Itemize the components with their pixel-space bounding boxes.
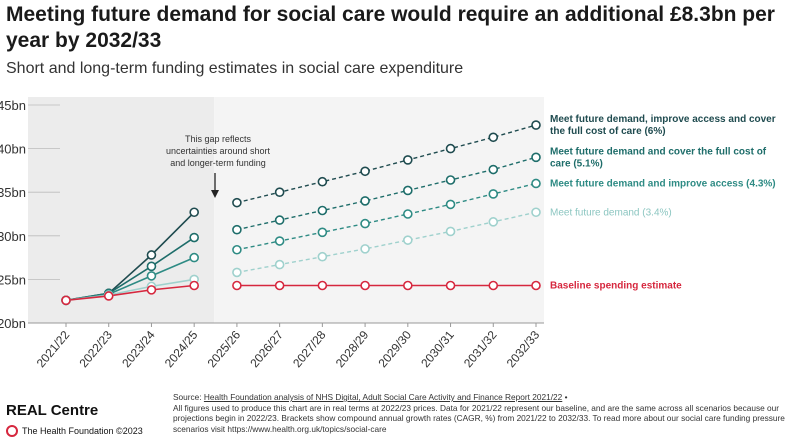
data-point bbox=[274, 259, 285, 270]
data-point bbox=[488, 217, 499, 227]
data-point bbox=[232, 197, 242, 208]
series-label: Meet future demand and cover the full co… bbox=[550, 146, 767, 157]
data-point bbox=[232, 280, 242, 291]
annotation-line: and longer-term funding bbox=[170, 158, 266, 168]
data-point bbox=[317, 227, 328, 238]
source-link[interactable]: Health Foundation analysis of NHS Digita… bbox=[203, 392, 563, 402]
series-line-long-term bbox=[236, 211, 537, 274]
ring-logo-icon bbox=[6, 425, 18, 437]
data-point bbox=[531, 120, 541, 130]
y-tick-label: £45bn bbox=[0, 98, 26, 113]
funding-line-chart: £20bn£25bn£30bn£35bn£40bn£45bn2021/22202… bbox=[0, 97, 776, 370]
org-name: The Health Foundation ©2023 bbox=[22, 426, 143, 436]
annotation-line: uncertainties around short bbox=[166, 146, 271, 156]
data-point bbox=[274, 187, 285, 197]
source-suffix: • bbox=[562, 392, 568, 402]
x-tick-label: 2024/25 bbox=[162, 328, 201, 370]
x-tick-label: 2028/29 bbox=[333, 328, 372, 370]
data-point bbox=[146, 285, 157, 295]
data-point bbox=[146, 250, 157, 260]
data-point bbox=[360, 196, 370, 206]
x-tick-label: 2023/24 bbox=[119, 328, 158, 370]
x-tick-label: 2030/31 bbox=[418, 328, 457, 370]
page-subtitle: Short and long-term funding estimates in… bbox=[6, 60, 464, 77]
org-line: The Health Foundation ©2023 bbox=[6, 425, 143, 437]
source-prefix: Source: bbox=[173, 392, 204, 402]
data-point bbox=[232, 224, 242, 235]
series-line-long-term bbox=[236, 124, 537, 204]
data-point bbox=[317, 176, 328, 187]
brand-name: REAL Centre bbox=[6, 402, 99, 419]
data-point bbox=[232, 244, 242, 255]
y-tick-label: £20bn bbox=[0, 316, 26, 331]
series-line-long-term bbox=[236, 182, 537, 251]
y-tick-label: £35bn bbox=[0, 185, 26, 200]
data-point bbox=[488, 164, 499, 175]
series-label: care (5.1%) bbox=[550, 158, 603, 169]
x-tick-label: 2027/28 bbox=[290, 328, 329, 370]
x-tick-label: 2025/26 bbox=[205, 328, 244, 370]
data-point bbox=[274, 236, 285, 246]
data-point bbox=[274, 280, 285, 291]
data-point bbox=[189, 280, 199, 291]
data-point bbox=[103, 291, 114, 301]
data-point bbox=[360, 244, 370, 254]
data-point bbox=[403, 209, 413, 219]
series-label: Meet future demand (3.4%) bbox=[550, 207, 672, 218]
data-point bbox=[445, 199, 456, 210]
data-point bbox=[317, 251, 328, 262]
data-point bbox=[189, 207, 199, 218]
y-tick-label: £40bn bbox=[0, 142, 26, 157]
series-label: the full cost of care (6%) bbox=[550, 126, 666, 137]
page-title: Meeting future demand for social care wo… bbox=[6, 3, 775, 52]
data-point bbox=[445, 143, 456, 154]
series-line-short-term bbox=[65, 284, 195, 302]
x-tick-label: 2026/27 bbox=[247, 328, 286, 370]
data-point bbox=[146, 271, 157, 281]
source-notes: Source: Health Foundation analysis of NH… bbox=[173, 392, 803, 434]
x-tick-label: 2029/30 bbox=[376, 328, 415, 370]
x-tick-label: 2022/23 bbox=[76, 328, 115, 370]
data-point bbox=[445, 226, 456, 237]
annotation-line: This gap reflects bbox=[185, 134, 252, 144]
y-tick-label: £25bn bbox=[0, 272, 26, 287]
data-point bbox=[531, 280, 541, 291]
series-label: Meet future demand and improve access (4… bbox=[550, 178, 776, 189]
data-point bbox=[403, 185, 413, 196]
chart-notes: All figures used to produce this chart a… bbox=[173, 402, 785, 434]
series-label: Meet future demand, improve access and c… bbox=[550, 114, 776, 125]
x-tick-label: 2021/22 bbox=[34, 328, 73, 370]
x-tick-label: 2032/33 bbox=[504, 328, 543, 370]
annotation-arrowhead bbox=[211, 190, 219, 198]
data-point bbox=[360, 218, 370, 229]
data-point bbox=[317, 205, 328, 216]
data-point bbox=[274, 215, 285, 225]
data-point bbox=[531, 207, 541, 218]
data-point bbox=[488, 280, 499, 291]
data-point bbox=[189, 252, 199, 263]
data-point bbox=[146, 261, 157, 272]
data-point bbox=[488, 132, 499, 143]
y-tick-label: £30bn bbox=[0, 229, 26, 244]
data-point bbox=[189, 232, 199, 243]
series-label: Baseline spending estimate bbox=[550, 281, 682, 292]
data-point bbox=[445, 280, 456, 291]
series-line-long-term bbox=[236, 156, 537, 231]
data-point bbox=[360, 280, 370, 291]
data-point bbox=[403, 235, 413, 245]
data-point bbox=[403, 155, 413, 165]
data-point bbox=[61, 295, 71, 306]
data-point bbox=[232, 267, 242, 278]
data-point bbox=[445, 175, 456, 185]
x-tick-label: 2031/32 bbox=[461, 328, 500, 370]
data-point bbox=[360, 166, 370, 177]
data-point bbox=[531, 178, 541, 189]
data-point bbox=[403, 280, 413, 291]
data-point bbox=[531, 152, 541, 163]
data-point bbox=[317, 280, 328, 291]
data-point bbox=[488, 189, 499, 199]
